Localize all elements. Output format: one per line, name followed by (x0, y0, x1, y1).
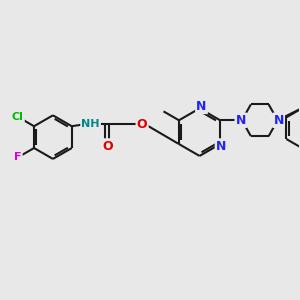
Text: N: N (236, 114, 246, 127)
Text: N: N (216, 140, 226, 152)
Text: O: O (102, 140, 113, 152)
Text: F: F (14, 152, 22, 162)
Text: N: N (273, 114, 284, 127)
Text: O: O (137, 118, 147, 131)
Text: NH: NH (81, 119, 100, 129)
Text: N: N (196, 100, 207, 113)
Text: Cl: Cl (12, 112, 24, 122)
